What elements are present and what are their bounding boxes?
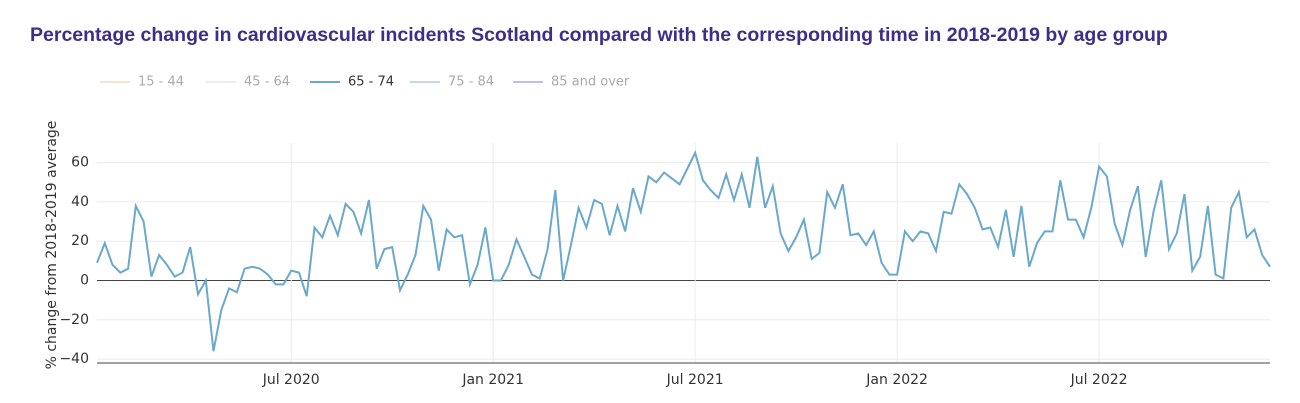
x-tick-label: Jul 2020	[262, 372, 320, 388]
y-axis-label: % change from 2018-2019 average	[44, 121, 60, 370]
y-tick-label: 20	[71, 233, 89, 249]
x-tick-label: Jul 2021	[666, 372, 724, 388]
legend-label[interactable]: 65 - 74	[348, 75, 394, 90]
y-tick-label: 0	[80, 273, 89, 289]
chart-title: Percentage change in cardiovascular inci…	[30, 24, 1168, 46]
series-line	[96, 150, 1271, 352]
x-tick-label: Jan 2021	[461, 372, 524, 388]
legend-label[interactable]: 45 - 64	[244, 75, 290, 90]
x-tick-label: Jan 2022	[865, 372, 928, 388]
y-tick-label: 60	[71, 155, 89, 171]
y-tick-label: −40	[59, 351, 89, 367]
x-tick-label: Jul 2022	[1070, 372, 1128, 388]
legend-label[interactable]: 85 and over	[551, 75, 630, 90]
y-tick-label: −20	[59, 312, 89, 328]
legend-label[interactable]: 75 - 84	[448, 75, 494, 90]
y-tick-label: 40	[71, 194, 89, 210]
legend-label[interactable]: 15 - 44	[138, 75, 184, 90]
